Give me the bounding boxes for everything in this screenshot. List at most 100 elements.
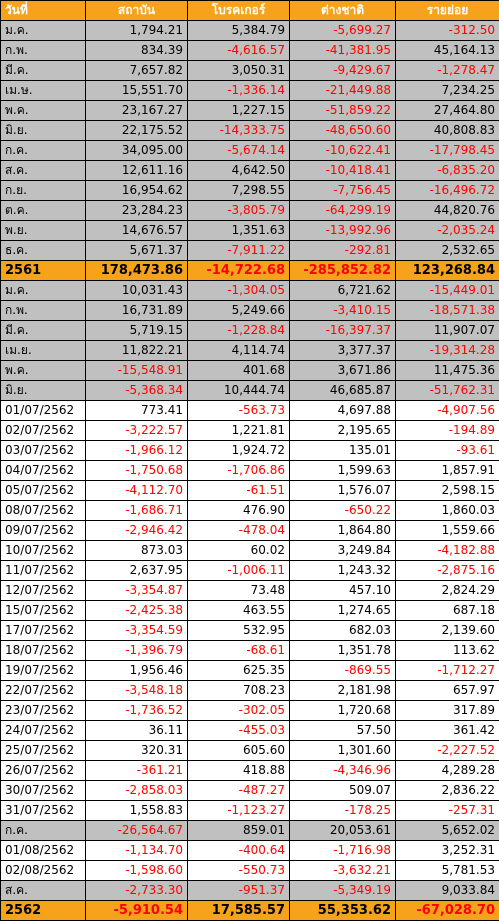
cell-retail: -4,907.56 [396, 401, 499, 421]
cell-foreign: 2,181.98 [290, 681, 396, 701]
cell-institution: -2,858.03 [86, 781, 188, 801]
cell-foreign: -285,852.82 [290, 261, 396, 281]
cell-broker: 708.23 [188, 681, 290, 701]
cell-institution: 23,284.23 [86, 201, 188, 221]
cell-broker: 859.01 [188, 821, 290, 841]
cell-broker: -550.73 [188, 861, 290, 881]
cell-broker: -1,123.27 [188, 801, 290, 821]
header-row: วันที่ สถาบัน โบรคเกอร์ ต่างชาติ รายย่อย [1, 1, 499, 21]
row-label: 15/07/2562 [1, 601, 86, 621]
cell-institution: 16,731.89 [86, 301, 188, 321]
cell-foreign: 1,301.60 [290, 741, 396, 761]
header-broker: โบรคเกอร์ [188, 1, 290, 21]
row-label: 11/07/2562 [1, 561, 86, 581]
row-label: 30/07/2562 [1, 781, 86, 801]
cell-retail: 5,781.53 [396, 861, 499, 881]
cell-foreign: -1,716.98 [290, 841, 396, 861]
cell-institution: 1,794.21 [86, 21, 188, 41]
cell-retail: 2,598.15 [396, 481, 499, 501]
cell-institution: 773.41 [86, 401, 188, 421]
cell-foreign: -3,632.21 [290, 861, 396, 881]
cell-retail: 11,475.36 [396, 361, 499, 381]
cell-retail: -1,712.27 [396, 661, 499, 681]
cell-institution: -15,548.91 [86, 361, 188, 381]
cell-institution: 34,095.00 [86, 141, 188, 161]
cell-retail: 27,464.80 [396, 101, 499, 121]
cell-foreign: -3,410.15 [290, 301, 396, 321]
cell-retail: 1,559.66 [396, 521, 499, 541]
row-label: 12/07/2562 [1, 581, 86, 601]
cell-institution: 5,719.15 [86, 321, 188, 341]
cell-retail: 2,824.29 [396, 581, 499, 601]
row-label: 05/07/2562 [1, 481, 86, 501]
cell-institution: -5,368.34 [86, 381, 188, 401]
cell-foreign: -13,992.96 [290, 221, 396, 241]
cell-foreign: 682.03 [290, 621, 396, 641]
cell-broker: 625.35 [188, 661, 290, 681]
cell-broker: -951.37 [188, 881, 290, 901]
cell-retail: 9,033.84 [396, 881, 499, 901]
row-label: ก.ค. [1, 141, 86, 161]
cell-institution: -1,966.12 [86, 441, 188, 461]
cell-foreign: 6,721.62 [290, 281, 396, 301]
cell-institution: 23,167.27 [86, 101, 188, 121]
cell-institution: -4,112.70 [86, 481, 188, 501]
cell-broker: -478.04 [188, 521, 290, 541]
cell-broker: 476.90 [188, 501, 290, 521]
cell-foreign: 55,353.62 [290, 901, 396, 921]
cell-institution: 12,611.16 [86, 161, 188, 181]
cell-retail: -93.61 [396, 441, 499, 461]
cell-broker: 4,114.74 [188, 341, 290, 361]
header-date: วันที่ [1, 1, 86, 21]
cell-institution: -5,910.54 [86, 901, 188, 921]
cell-broker: -1,336.14 [188, 81, 290, 101]
cell-institution: 5,671.37 [86, 241, 188, 261]
cell-broker: -14,722.68 [188, 261, 290, 281]
cell-retail: -2,035.24 [396, 221, 499, 241]
cell-institution: 1,558.83 [86, 801, 188, 821]
cell-institution: -1,736.52 [86, 701, 188, 721]
row-label: 25/07/2562 [1, 741, 86, 761]
cell-broker: -1,706.86 [188, 461, 290, 481]
cell-foreign: -178.25 [290, 801, 396, 821]
cell-foreign: -48,650.60 [290, 121, 396, 141]
cell-broker: 1,227.15 [188, 101, 290, 121]
cell-institution: 10,031.43 [86, 281, 188, 301]
cell-retail: 123,268.84 [396, 261, 499, 281]
row-label: มิ.ย. [1, 381, 86, 401]
cell-retail: 4,289.28 [396, 761, 499, 781]
cell-institution: 16,954.62 [86, 181, 188, 201]
cell-broker: 463.55 [188, 601, 290, 621]
cell-broker: 418.88 [188, 761, 290, 781]
cell-retail: -16,496.72 [396, 181, 499, 201]
cell-foreign: -869.55 [290, 661, 396, 681]
cell-foreign: 4,697.88 [290, 401, 396, 421]
cell-broker: 60.02 [188, 541, 290, 561]
cell-foreign: -10,418.41 [290, 161, 396, 181]
cell-broker: -68.61 [188, 641, 290, 661]
row-label: 02/08/2562 [1, 861, 86, 881]
row-label: 19/07/2562 [1, 661, 86, 681]
row-label: 2562 [1, 901, 86, 921]
cell-retail: -15,449.01 [396, 281, 499, 301]
row-label: ก.พ. [1, 41, 86, 61]
cell-broker: 1,221.81 [188, 421, 290, 441]
cell-institution: -1,598.60 [86, 861, 188, 881]
cell-foreign: -9,429.67 [290, 61, 396, 81]
